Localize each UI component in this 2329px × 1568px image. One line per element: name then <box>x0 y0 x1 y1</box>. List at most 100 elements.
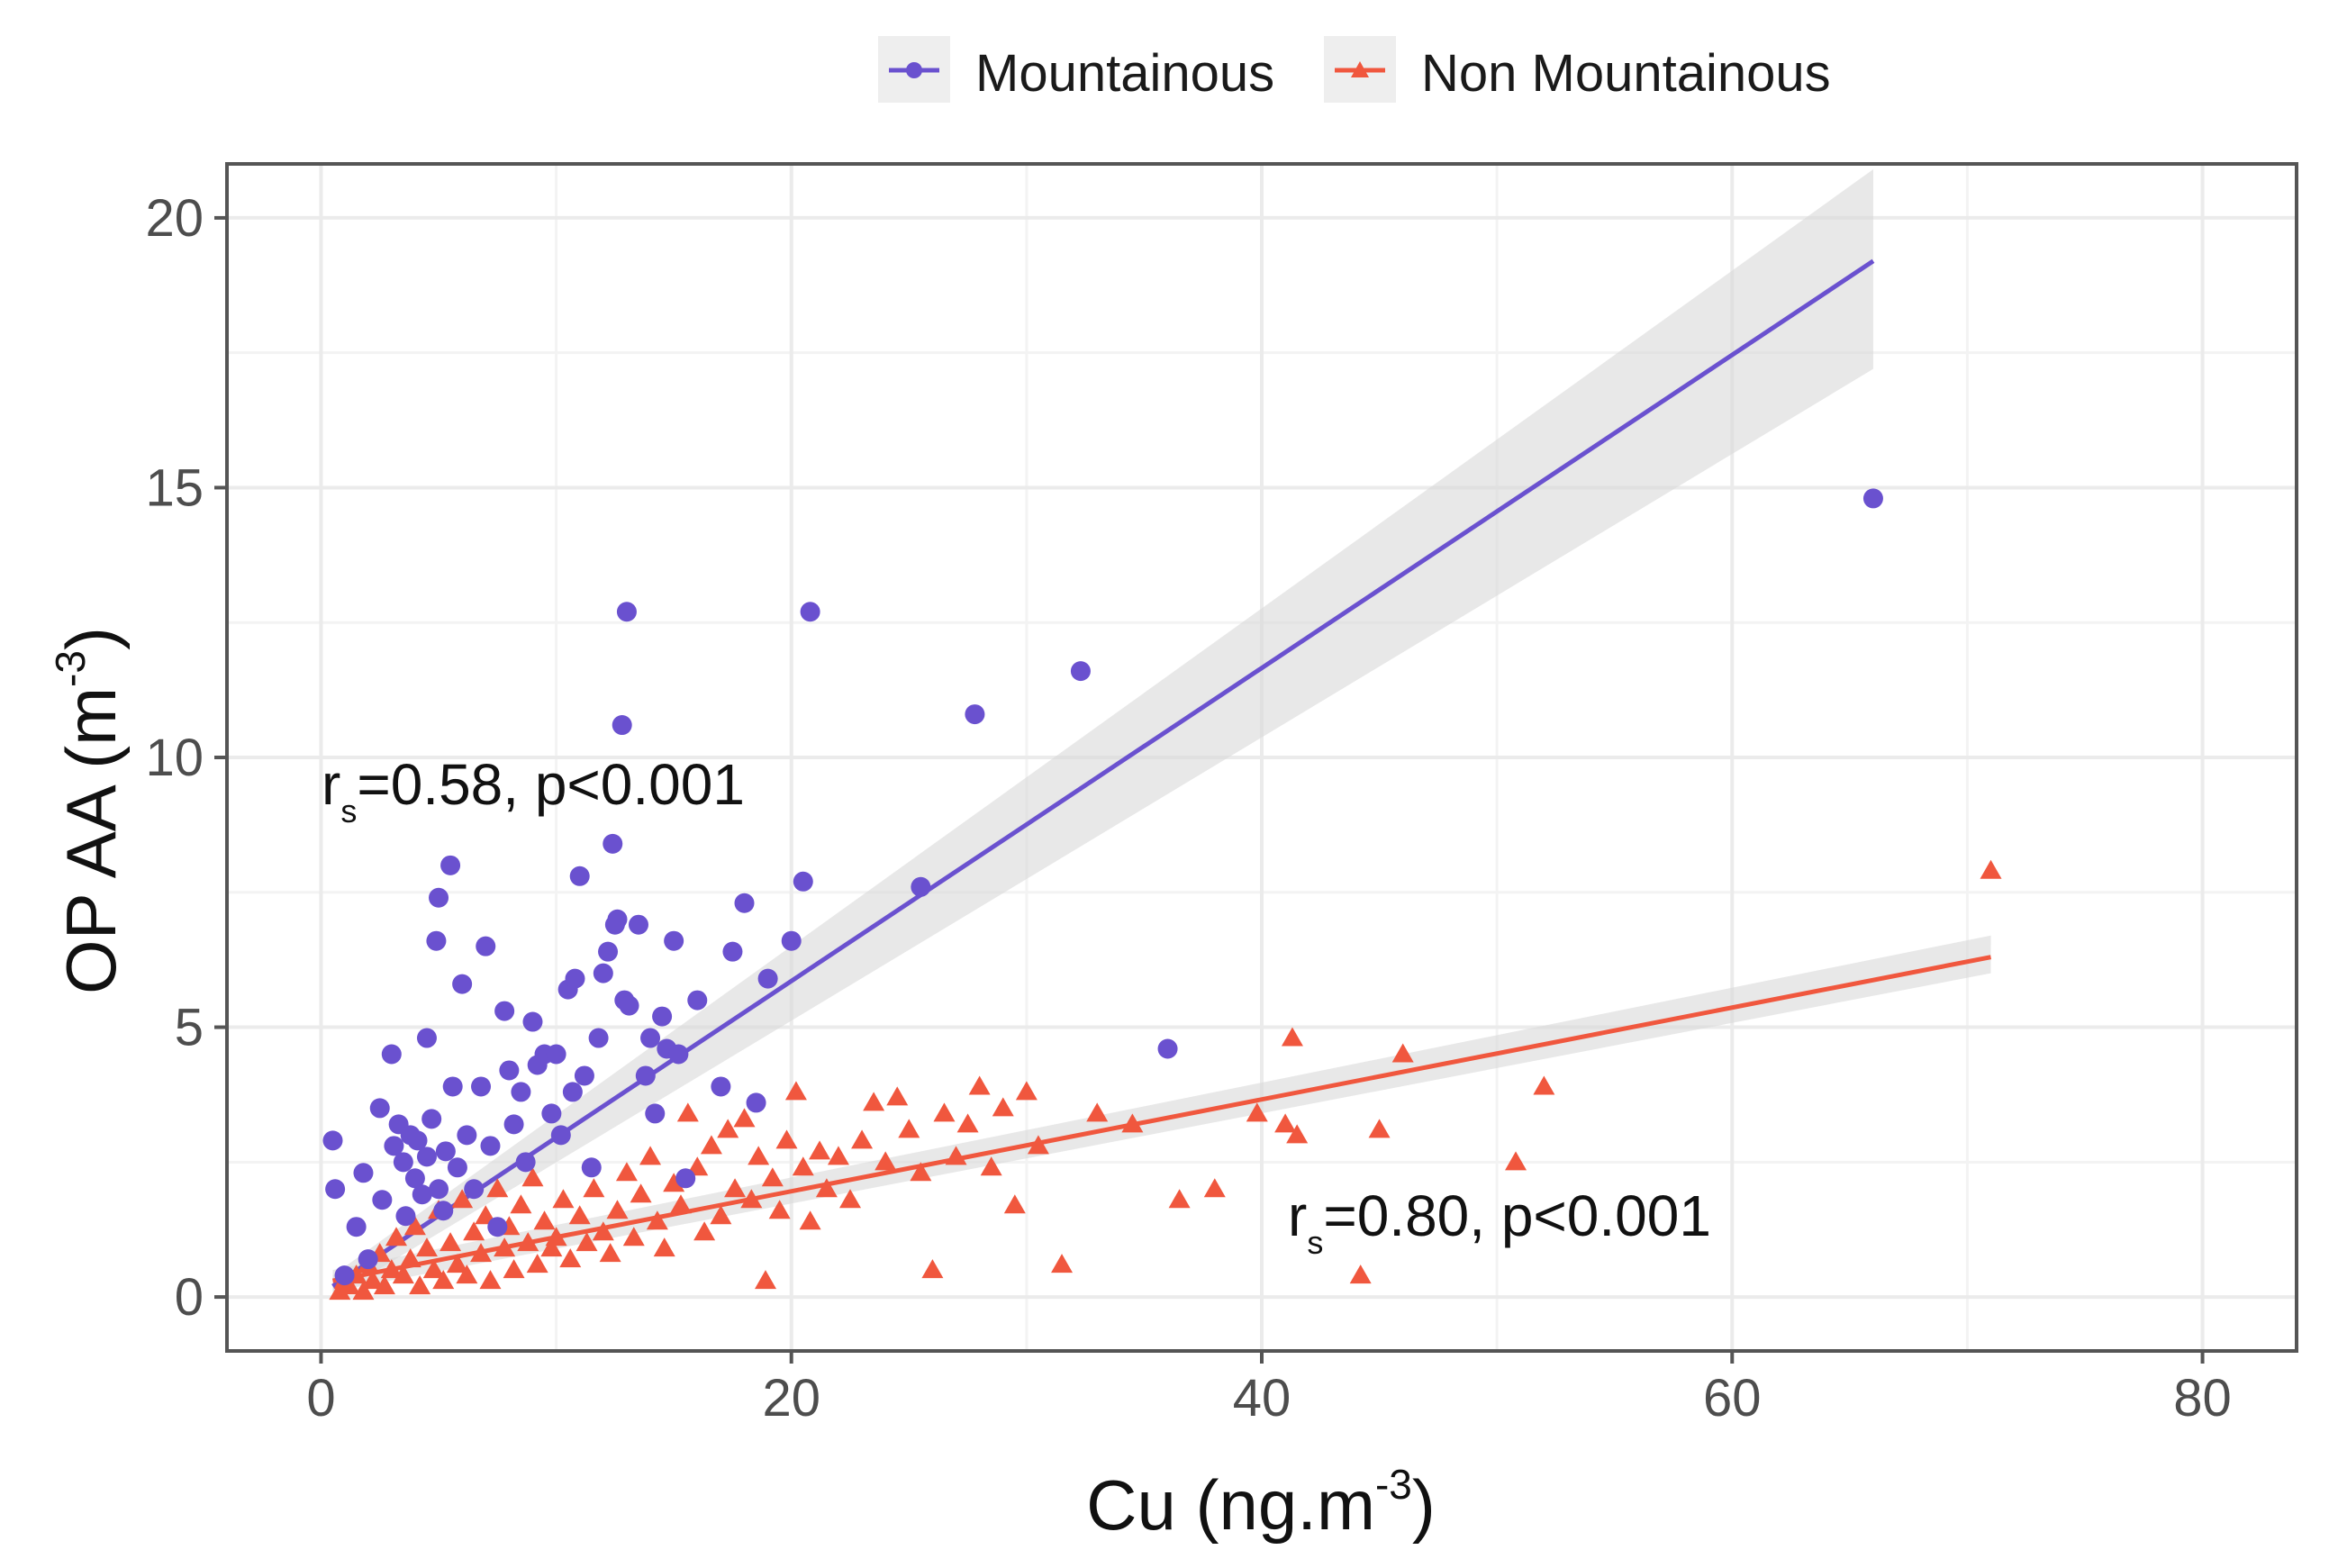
point-non-mountainous <box>373 1275 395 1295</box>
x-axis-title: Cu (ng.m-3) <box>1086 1461 1436 1545</box>
x-tick-label: 0 <box>306 1369 335 1428</box>
point-non-mountainous <box>409 1275 431 1295</box>
point-mountainous <box>574 1065 594 1086</box>
point-non-mountainous <box>380 1259 403 1279</box>
point-non-mountainous <box>1533 1075 1555 1095</box>
point-mountainous <box>911 876 931 897</box>
point-non-mountainous <box>486 1178 509 1198</box>
point-mountainous <box>569 866 590 886</box>
point-mountainous <box>565 968 585 989</box>
point-non-mountainous <box>910 1162 932 1182</box>
point-mountainous <box>746 1092 766 1113</box>
point-non-mountainous <box>446 1254 468 1273</box>
point-non-mountainous <box>510 1194 532 1214</box>
point-mountainous <box>487 1217 508 1237</box>
point-mountainous <box>416 1147 437 1167</box>
point-non-mountainous <box>653 1237 675 1257</box>
point-non-mountainous <box>827 1146 849 1165</box>
point-mountainous <box>652 1006 673 1027</box>
point-non-mountainous <box>338 1275 360 1295</box>
y-tick-label: 5 <box>175 999 204 1057</box>
point-mountainous <box>393 1152 413 1173</box>
point-non-mountainous <box>1168 1189 1191 1209</box>
point-non-mountainous <box>863 1092 885 1111</box>
point-non-mountainous <box>470 1243 493 1263</box>
point-mountainous <box>353 1163 374 1183</box>
point-mountainous <box>734 893 755 913</box>
x-tick-label: 20 <box>762 1369 820 1428</box>
point-mountainous <box>447 1157 467 1178</box>
point-non-mountainous <box>1003 1194 1026 1214</box>
point-mountainous <box>1157 1038 1178 1059</box>
point-mountainous <box>546 1044 566 1065</box>
point-mountainous <box>800 602 820 622</box>
point-non-mountainous <box>517 1232 539 1252</box>
fit-lines <box>331 258 1992 1289</box>
point-non-mountainous <box>956 1113 979 1133</box>
point-non-mountainous <box>1368 1119 1391 1138</box>
point-mountainous <box>395 1206 416 1227</box>
point-mountainous <box>452 974 473 994</box>
point-non-mountainous <box>1349 1264 1372 1284</box>
point-mountainous <box>322 1130 343 1151</box>
point-non-mountainous <box>992 1097 1014 1117</box>
point-non-mountainous <box>669 1194 692 1214</box>
point-non-mountainous <box>575 1232 598 1252</box>
point-mountainous <box>471 1076 492 1097</box>
point-mountainous <box>593 963 613 983</box>
point-mountainous <box>407 1130 428 1151</box>
confidence-band-mountainous <box>332 168 1873 1298</box>
point-mountainous <box>499 1060 520 1081</box>
point-mountainous <box>781 930 802 951</box>
point-mountainous <box>722 941 743 962</box>
point-non-mountainous <box>432 1270 455 1290</box>
point-mountainous <box>598 941 619 962</box>
point-mountainous <box>334 1265 355 1286</box>
point-mountainous <box>429 887 449 908</box>
point-non-mountainous <box>545 1227 567 1246</box>
point-mountainous <box>541 1103 562 1124</box>
point-mountainous <box>603 833 623 854</box>
point-non-mountainous <box>933 1102 956 1122</box>
point-non-mountainous <box>440 1232 462 1252</box>
point-mountainous <box>421 1109 442 1129</box>
x-axis-ticks: 0 20 40 60 80 <box>306 1351 2232 1428</box>
point-mountainous <box>581 1157 602 1178</box>
point-non-mountainous <box>968 1075 991 1095</box>
point-non-mountainous <box>775 1129 798 1149</box>
point-non-mountainous <box>768 1200 791 1219</box>
point-mountainous <box>522 1011 543 1032</box>
point-mountainous <box>664 930 684 951</box>
point-non-mountainous <box>710 1205 732 1225</box>
point-mountainous <box>404 1168 425 1189</box>
point-non-mountainous <box>740 1189 763 1209</box>
point-non-mountainous <box>494 1237 516 1257</box>
point-non-mountainous <box>815 1178 838 1198</box>
x-tick-label: 40 <box>1233 1369 1291 1428</box>
point-non-mountainous <box>592 1221 614 1241</box>
x-tick-label: 60 <box>1703 1369 1762 1428</box>
point-non-mountainous <box>945 1146 967 1165</box>
point-mountainous <box>757 968 778 989</box>
point-mountainous <box>416 1028 437 1048</box>
point-non-mountainous <box>403 1216 426 1236</box>
data-points <box>322 488 2002 1301</box>
point-non-mountainous <box>1281 1027 1303 1047</box>
point-non-mountainous <box>552 1189 575 1209</box>
point-mountainous <box>550 1125 571 1146</box>
point-non-mountainous <box>568 1205 591 1225</box>
point-non-mountainous <box>352 1281 375 1301</box>
point-mountainous <box>476 936 496 956</box>
point-mountainous <box>687 990 708 1011</box>
fit-line-mountainous <box>331 258 1875 1289</box>
point-mountainous <box>325 1179 346 1200</box>
point-mountainous <box>1862 488 1883 509</box>
point-non-mountainous <box>606 1200 629 1219</box>
point-non-mountainous <box>422 1259 445 1279</box>
point-non-mountainous <box>526 1254 548 1273</box>
point-non-mountainous <box>615 1162 638 1182</box>
fit-line-non-mountainous <box>332 955 1992 1283</box>
point-non-mountainous <box>1505 1151 1527 1171</box>
point-non-mountainous <box>717 1119 739 1138</box>
